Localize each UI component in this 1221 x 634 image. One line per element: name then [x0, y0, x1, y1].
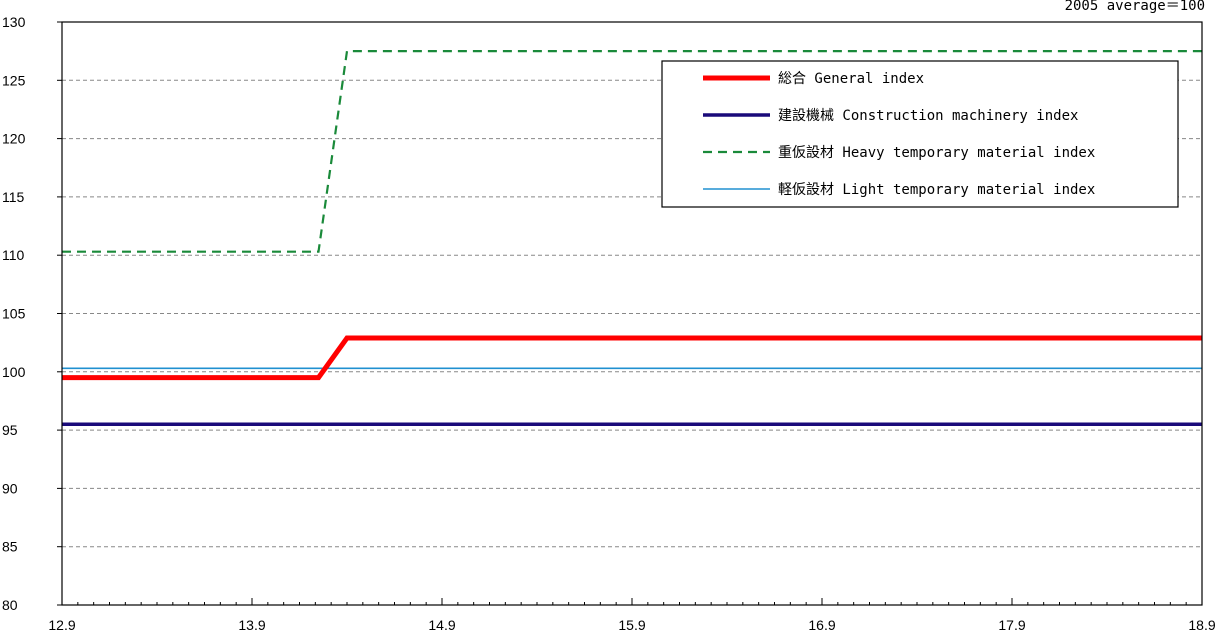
legend: 総合 General index 建設機械 Construction machin… — [661, 60, 1179, 208]
x-tick-label: 12.9 — [48, 617, 75, 633]
y-tick-label: 120 — [2, 131, 26, 147]
series-line-0 — [62, 335, 1202, 381]
x-tick-label: 16.9 — [808, 617, 835, 633]
y-tick-label: 110 — [2, 247, 25, 263]
legend-label: 建設機械 Construction machinery index — [778, 108, 1078, 124]
series-line-2 — [62, 49, 1202, 253]
y-tick-label: 90 — [2, 480, 18, 496]
legend-label: 軽仮設材 Light temporary material index — [778, 182, 1095, 198]
legend-box — [661, 60, 1179, 208]
legend-label: 重仮設材 Heavy temporary material index — [778, 145, 1095, 161]
x-tick-label: 17.9 — [998, 617, 1025, 633]
legend-label: 総合 General index — [778, 71, 924, 87]
x-tick-label: 14.9 — [428, 617, 455, 633]
x-tick-label: 15.9 — [618, 617, 645, 633]
y-tick-label: 125 — [2, 72, 26, 88]
y-tick-label: 130 — [2, 14, 26, 30]
x-tick-label: 18.9 — [1188, 617, 1215, 633]
series-lines — [62, 49, 1202, 427]
y-tick-label: 85 — [2, 539, 18, 555]
x-tick-label: 13.9 — [238, 617, 265, 633]
y-tick-label: 105 — [2, 306, 26, 322]
y-axis: 80 85 90 95 100 105 110 115 120 125 130 — [2, 14, 62, 613]
plot-border — [61, 21, 1203, 606]
base-note: 2005 average＝100 — [1065, 0, 1205, 14]
y-tick-label: 95 — [2, 422, 18, 438]
y-tick-label: 115 — [2, 189, 25, 205]
y-tick-label: 100 — [2, 364, 26, 380]
x-axis: 12.9 13.9 14.9 15.9 16.9 17.9 18.9 — [48, 598, 1216, 633]
y-tick-label: 80 — [2, 597, 18, 613]
grid — [62, 79, 1202, 548]
